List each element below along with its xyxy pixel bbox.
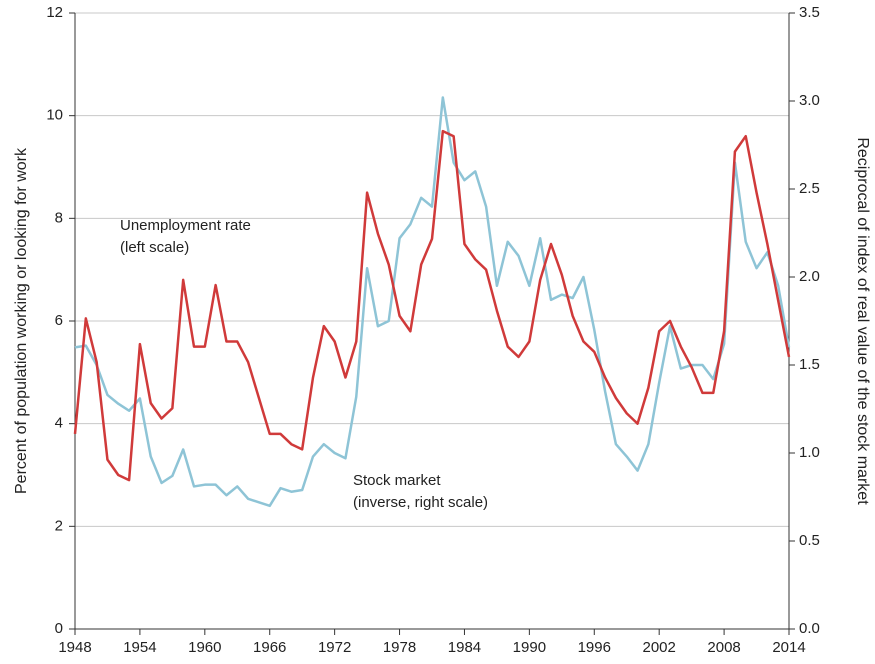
x-tick-label: 1954 [123, 639, 156, 656]
y2-tick-label: 1.5 [799, 356, 820, 373]
x-tick-label: 1948 [58, 639, 91, 656]
y-tick-label: 10 [46, 107, 63, 124]
y2-tick-label: 2.5 [799, 180, 820, 197]
x-tick-label: 2008 [707, 639, 740, 656]
y2-tick-label: 0.0 [799, 620, 820, 637]
y2-tick-label: 3.5 [799, 4, 820, 21]
x-tick-label: 1972 [318, 639, 351, 656]
series-note: (left scale) [120, 239, 189, 256]
x-tick-label: 1960 [188, 639, 221, 656]
series-label: Stock market [353, 472, 441, 489]
series-label: Unemployment rate [120, 217, 251, 234]
y-tick-label: 4 [55, 415, 63, 432]
y-tick-label: 12 [46, 4, 63, 21]
x-tick-label: 2014 [772, 639, 805, 656]
series-note: (inverse, right scale) [353, 494, 488, 511]
y-tick-label: 6 [55, 312, 63, 329]
y2-tick-label: 0.5 [799, 532, 820, 549]
x-tick-label: 1984 [448, 639, 481, 656]
x-tick-label: 1978 [383, 639, 416, 656]
y-tick-label: 2 [55, 517, 63, 534]
y2-tick-label: 1.0 [799, 444, 820, 461]
y-axis-title: Percent of population working or looking… [13, 147, 30, 494]
y-tick-label: 0 [55, 620, 63, 637]
y-tick-label: 8 [55, 209, 63, 226]
y2-tick-label: 2.0 [799, 268, 820, 285]
x-tick-label: 1996 [578, 639, 611, 656]
y2-tick-label: 3.0 [799, 92, 820, 109]
x-tick-label: 1966 [253, 639, 286, 656]
x-tick-label: 1990 [513, 639, 546, 656]
series-line [74, 96, 791, 508]
x-tick-label: 2002 [642, 639, 675, 656]
y2-axis-title: Reciprocal of index of real value of the… [854, 137, 871, 505]
series-line [73, 129, 791, 482]
